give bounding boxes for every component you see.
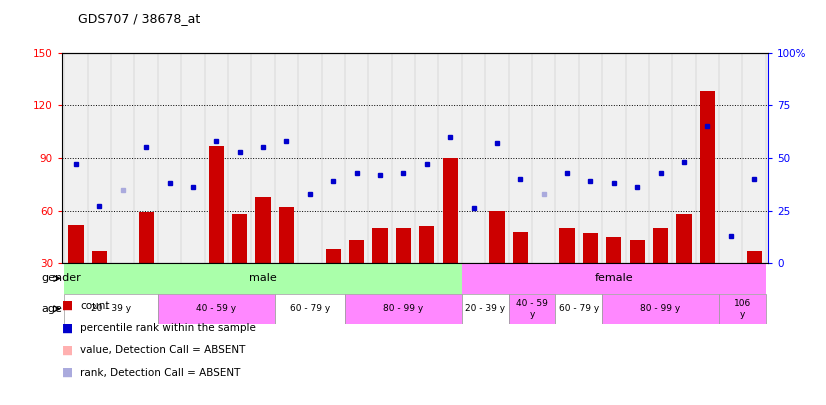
Bar (162, 263, 177, 304)
Bar (275, 294, 345, 324)
Text: 20 - 39 y: 20 - 39 y (91, 304, 131, 313)
Bar (139, 212, 154, 263)
Text: 20 - 39 y: 20 - 39 y (465, 304, 506, 313)
Text: 40 - 59 y: 40 - 59 y (197, 304, 236, 313)
Text: 60 - 79 y: 60 - 79 y (290, 304, 330, 313)
Bar (185, 263, 201, 304)
Bar (747, 251, 762, 263)
Text: 80 - 99 y: 80 - 99 y (640, 304, 681, 313)
Text: 106
y: 106 y (733, 299, 751, 318)
Bar (676, 214, 691, 263)
Text: gender: gender (41, 273, 81, 283)
Bar (279, 207, 294, 263)
Text: rank, Detection Call = ABSENT: rank, Detection Call = ABSENT (80, 368, 240, 377)
Bar (209, 146, 224, 263)
Bar (325, 249, 341, 263)
Bar (489, 211, 505, 263)
Text: 80 - 99 y: 80 - 99 y (383, 304, 424, 313)
Bar (232, 214, 247, 263)
Text: ■: ■ (62, 299, 73, 312)
Bar (92, 251, 107, 263)
Text: 40 - 59
y: 40 - 59 y (516, 299, 548, 318)
Bar (606, 237, 621, 263)
Text: ■: ■ (62, 344, 73, 357)
Text: female: female (595, 273, 634, 283)
Bar (345, 294, 462, 324)
Text: 60 - 79 y: 60 - 79 y (558, 304, 599, 313)
Bar (462, 263, 766, 294)
Bar (513, 232, 528, 263)
Text: GDS707 / 38678_at: GDS707 / 38678_at (78, 12, 201, 25)
Bar (115, 263, 131, 302)
Bar (69, 225, 83, 263)
Text: age: age (41, 304, 62, 314)
Bar (466, 263, 481, 307)
Bar (419, 226, 434, 263)
Bar (536, 263, 551, 302)
Bar (602, 294, 719, 324)
Text: male: male (249, 273, 277, 283)
Bar (396, 228, 411, 263)
Bar (629, 241, 645, 263)
Bar (443, 158, 458, 263)
Bar (653, 228, 668, 263)
Text: count: count (80, 301, 110, 311)
Bar (64, 294, 158, 324)
Text: ■: ■ (62, 322, 73, 335)
Bar (719, 294, 766, 324)
Bar (255, 196, 271, 263)
Text: value, Detection Call = ABSENT: value, Detection Call = ABSENT (80, 345, 245, 355)
Text: percentile rank within the sample: percentile rank within the sample (80, 323, 256, 333)
Bar (583, 233, 598, 263)
Bar (559, 228, 575, 263)
Bar (509, 294, 555, 324)
Bar (555, 294, 602, 324)
Text: ■: ■ (62, 366, 73, 379)
Bar (373, 228, 387, 263)
Bar (64, 263, 462, 294)
Bar (700, 91, 715, 263)
Bar (158, 294, 275, 324)
Bar (462, 294, 509, 324)
Bar (349, 241, 364, 263)
Bar (724, 263, 738, 311)
